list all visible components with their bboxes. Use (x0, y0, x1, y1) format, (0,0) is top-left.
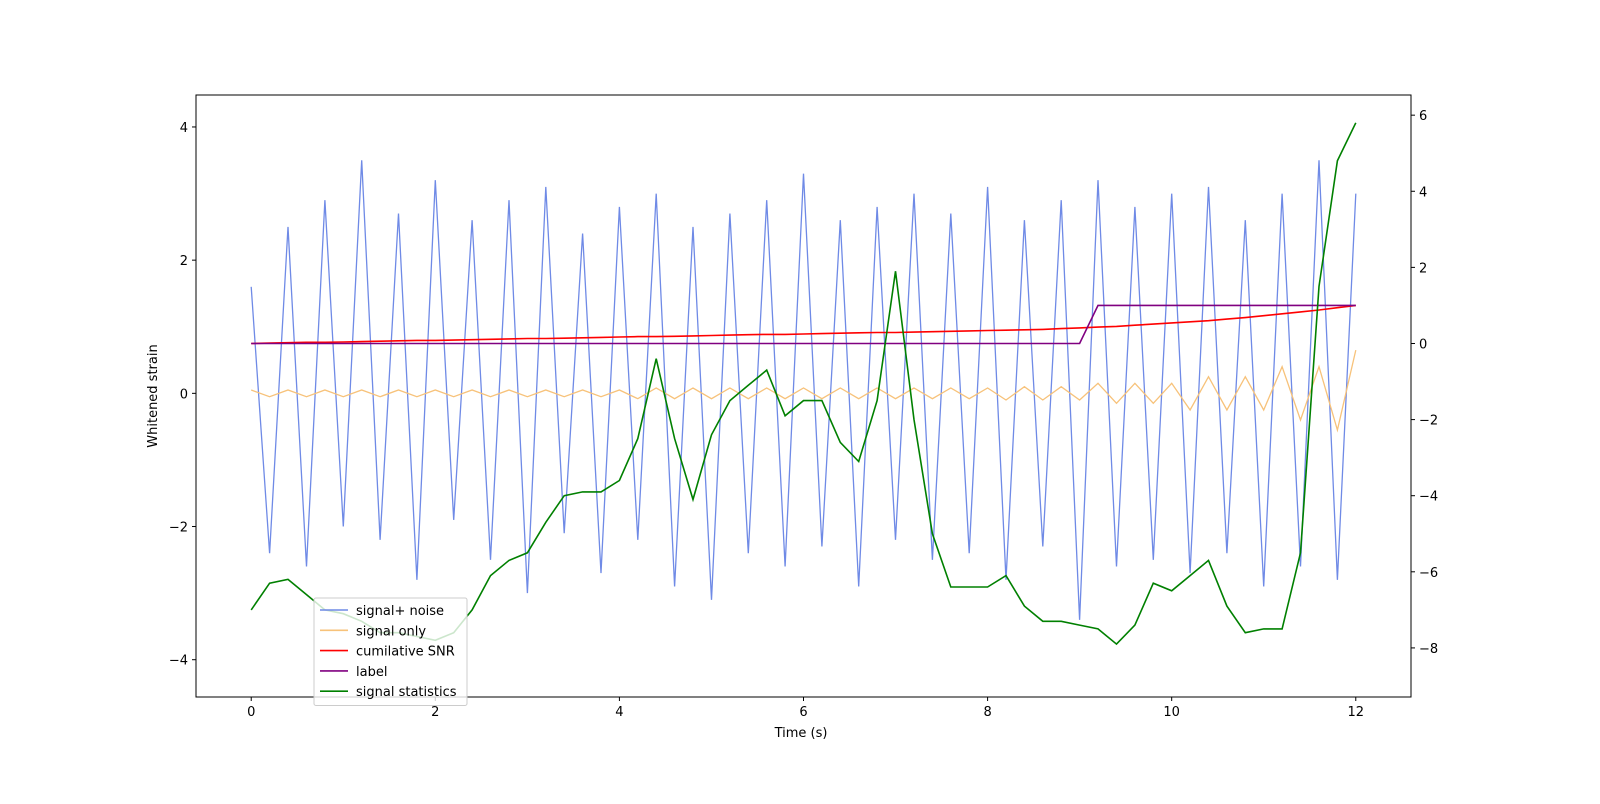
legend-label: signal statistics (356, 685, 457, 700)
y-tick-label: 2 (180, 254, 188, 269)
y2-tick-label: −6 (1419, 566, 1438, 581)
x-tick-label: 12 (1347, 705, 1364, 720)
y-axis-label: Whitened strain (146, 344, 161, 447)
x-tick-label: 2 (431, 705, 439, 720)
x-axis-label: Time (s) (774, 726, 828, 741)
y2-tick-label: 6 (1419, 109, 1427, 124)
legend-label: label (356, 665, 387, 680)
y2-tick-label: 4 (1419, 185, 1427, 200)
legend-label: cumilative SNR (356, 645, 455, 660)
y-tick-label: 0 (180, 387, 188, 402)
y2-tick-label: −8 (1419, 642, 1438, 657)
x-tick-label: 6 (799, 705, 807, 720)
y2-tick-label: −4 (1419, 490, 1438, 505)
series-line (251, 304, 1356, 345)
legend-label: signal only (356, 624, 426, 639)
x-tick-label: 8 (983, 705, 991, 720)
series-line (251, 304, 1356, 345)
plot-frame (195, 94, 1412, 698)
x-tick-label: 4 (615, 705, 623, 720)
y2-tick-label: 2 (1419, 261, 1427, 276)
series-line (250, 160, 1357, 620)
y2-tick-label: 0 (1419, 337, 1427, 352)
legend-label: signal+ noise (356, 604, 444, 619)
x-tick-label: 0 (247, 705, 255, 720)
y2-tick-label: −2 (1419, 414, 1438, 429)
y-tick-label: −2 (169, 521, 188, 536)
x-tick-label: 10 (1163, 705, 1180, 720)
legend-box (313, 597, 468, 706)
y-tick-label: −4 (169, 654, 188, 669)
y-tick-label: 4 (180, 121, 188, 136)
series-line (250, 349, 1357, 433)
